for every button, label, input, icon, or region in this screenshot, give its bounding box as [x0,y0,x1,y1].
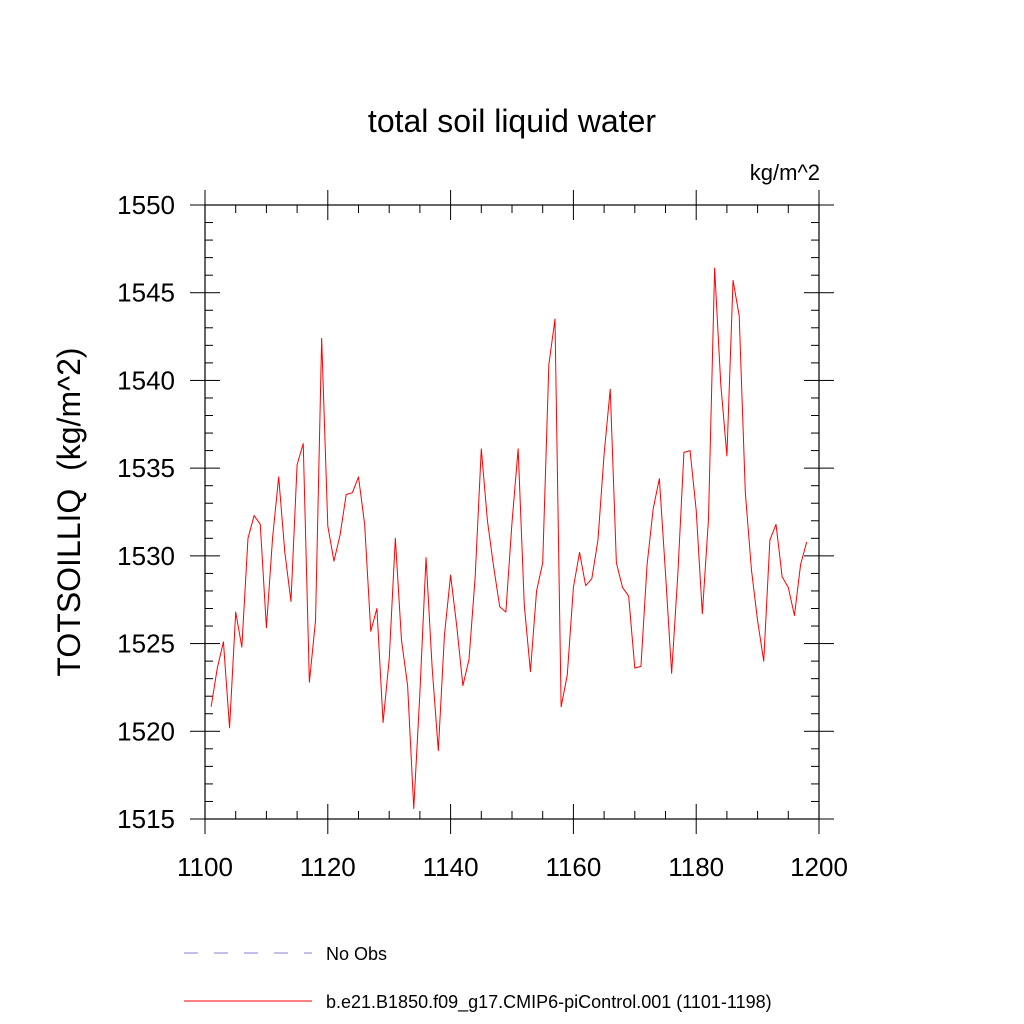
legend: No Obs b.e21.B1850.f09_g17.CMIP6-piContr… [184,944,772,1013]
x-tick-label: 1120 [300,852,356,882]
legend-label-no-obs: No Obs [326,944,387,964]
tick-labels: 1100 1120 1140 1160 1180 1200 1515 1520 1525 1530… [117,190,848,882]
x-tick-label: 1100 [177,852,233,882]
y-tick-label: 1550 [117,190,175,220]
y-tick-label: 1545 [117,278,175,308]
y-axis-label: TOTSOILLIQ (kg/m^2) [51,347,87,676]
legend-label-model-run: b.e21.B1850.f09_g17.CMIP6-piControl.001 … [326,992,772,1013]
series-layer [210,267,808,809]
units-label: kg/m^2 [750,160,820,185]
y-tick-label: 1515 [117,804,175,834]
x-tick-label: 1160 [545,852,601,882]
y-tick-label: 1535 [117,453,175,483]
series-line [210,267,808,809]
x-tick-label: 1140 [423,852,479,882]
chart-title: total soil liquid water [368,103,656,139]
x-tick-label: 1180 [668,852,724,882]
y-tick-label: 1530 [117,541,175,571]
x-tick-label: 1200 [790,852,848,882]
y-tick-label: 1525 [117,629,175,659]
axis-ticks [190,190,834,834]
plot-frame [204,204,820,820]
y-tick-label: 1540 [117,365,175,395]
y-tick-label: 1520 [117,716,175,746]
